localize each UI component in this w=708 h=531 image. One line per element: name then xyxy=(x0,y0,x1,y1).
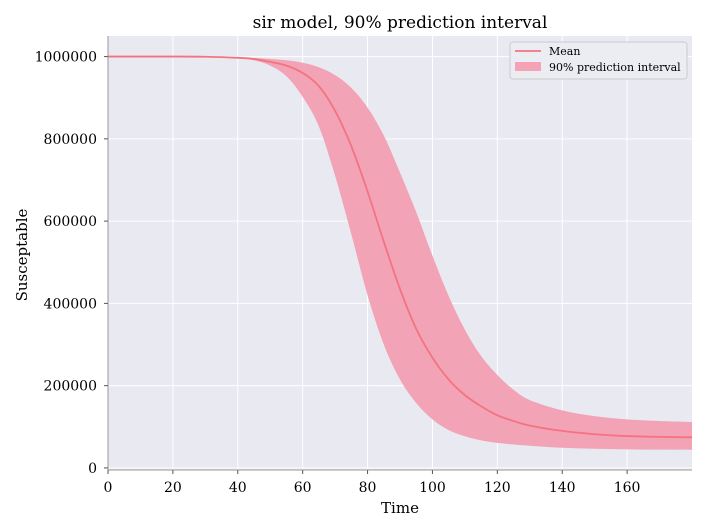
x-tick-label: 40 xyxy=(229,480,247,496)
x-tick-label: 160 xyxy=(614,480,641,496)
legend-box xyxy=(509,41,688,80)
x-tick-label: 100 xyxy=(419,480,446,496)
x-axis-ticks: 0 20 40 60 80 100 120 140 160 xyxy=(104,470,641,496)
prediction-interval-band xyxy=(108,56,692,450)
legend-band-swatch xyxy=(515,62,541,71)
y-tick-label: 600000 xyxy=(44,214,97,230)
chart-title: sir model, 90% prediction interval xyxy=(253,13,548,33)
x-tick-label: 140 xyxy=(549,480,576,496)
legend-band-label: 90% prediction interval xyxy=(549,61,681,74)
y-tick-label: 1000000 xyxy=(35,50,97,66)
legend: Mean 90% prediction interval xyxy=(509,41,688,80)
x-tick-label: 20 xyxy=(164,480,182,496)
y-axis-label: Susceptable xyxy=(13,208,31,301)
x-tick-label: 120 xyxy=(484,480,511,496)
x-tick-label: 0 xyxy=(104,480,113,496)
x-tick-label: 80 xyxy=(359,480,377,496)
y-tick-label: 200000 xyxy=(44,379,97,395)
grid-lines-y xyxy=(108,56,692,469)
legend-mean-label: Mean xyxy=(549,45,580,58)
x-axis-label: Time xyxy=(381,499,419,517)
y-tick-label: 800000 xyxy=(44,132,97,148)
y-tick-label: 0 xyxy=(88,461,97,477)
y-tick-label: 400000 xyxy=(44,296,97,312)
mean-line xyxy=(108,55,693,439)
y-axis-ticks: 0 200000 400000 600000 800000 1000000 xyxy=(35,50,108,477)
x-tick-label: 60 xyxy=(294,480,312,496)
